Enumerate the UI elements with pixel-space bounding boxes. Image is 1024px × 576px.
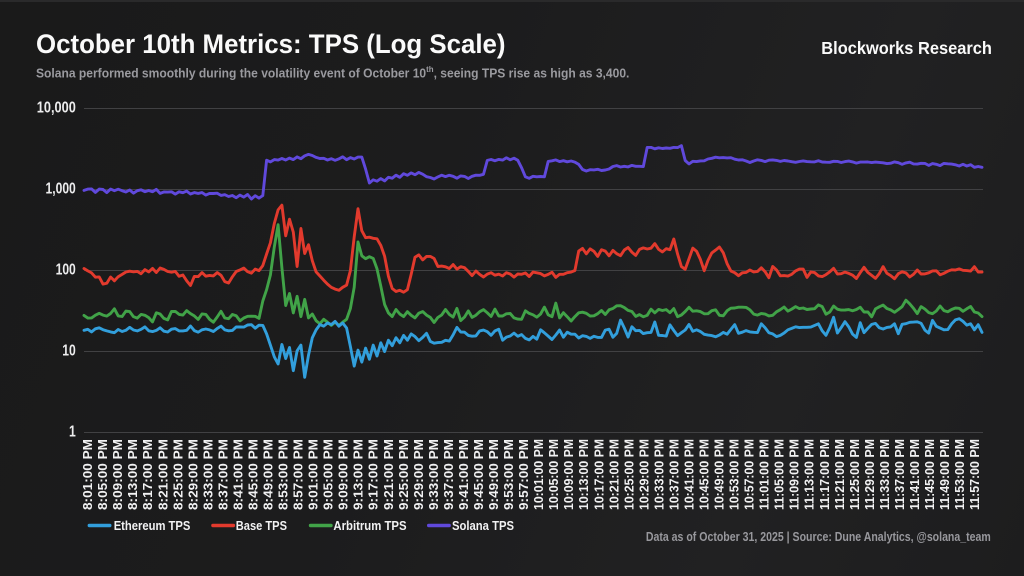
svg-text:8:01:00 PM: 8:01:00 PM [80, 439, 95, 510]
svg-text:10:37:00 PM: 10:37:00 PM [666, 439, 681, 510]
svg-text:9:37:00 PM: 9:37:00 PM [441, 439, 456, 510]
svg-text:9:53:00 PM: 9:53:00 PM [501, 439, 516, 510]
svg-text:8:41:00 PM: 8:41:00 PM [230, 439, 245, 510]
svg-text:10:49:00 PM: 10:49:00 PM [712, 439, 727, 510]
svg-text:9:05:00 PM: 9:05:00 PM [321, 439, 336, 510]
svg-text:9:21:00 PM: 9:21:00 PM [381, 439, 396, 510]
svg-text:9:41:00 PM: 9:41:00 PM [456, 439, 471, 510]
svg-text:8:53:00 PM: 8:53:00 PM [276, 439, 291, 510]
svg-text:11:25:00 PM: 11:25:00 PM [847, 439, 862, 510]
svg-text:8:37:00 PM: 8:37:00 PM [215, 439, 230, 510]
svg-text:10:13:00 PM: 10:13:00 PM [576, 439, 591, 510]
svg-text:8:17:00 PM: 8:17:00 PM [140, 439, 155, 510]
svg-text:11:57:00 PM: 11:57:00 PM [967, 439, 982, 510]
svg-text:11:33:00 PM: 11:33:00 PM [877, 439, 892, 510]
svg-text:11:49:00 PM: 11:49:00 PM [937, 439, 952, 510]
svg-text:Solana TPS: Solana TPS [452, 518, 514, 533]
svg-text:10:53:00 PM: 10:53:00 PM [727, 439, 742, 510]
svg-text:10:41:00 PM: 10:41:00 PM [682, 439, 697, 510]
svg-text:11:41:00 PM: 11:41:00 PM [907, 439, 922, 510]
svg-text:10:17:00 PM: 10:17:00 PM [591, 439, 606, 510]
svg-text:10:33:00 PM: 10:33:00 PM [651, 439, 666, 510]
svg-text:11:17:00 PM: 11:17:00 PM [817, 439, 832, 510]
svg-text:8:25:00 PM: 8:25:00 PM [170, 439, 185, 510]
svg-text:11:21:00 PM: 11:21:00 PM [832, 439, 847, 510]
svg-text:Base TPS: Base TPS [236, 518, 287, 533]
svg-text:10:25:00 PM: 10:25:00 PM [621, 439, 636, 510]
svg-text:11:45:00 PM: 11:45:00 PM [922, 439, 937, 510]
svg-text:11:37:00 PM: 11:37:00 PM [892, 439, 907, 510]
svg-text:11:13:00 PM: 11:13:00 PM [802, 439, 817, 510]
svg-text:11:53:00 PM: 11:53:00 PM [952, 439, 967, 510]
svg-text:8:09:00 PM: 8:09:00 PM [110, 439, 125, 510]
svg-text:8:33:00 PM: 8:33:00 PM [200, 439, 215, 510]
svg-text:9:25:00 PM: 9:25:00 PM [396, 439, 411, 510]
svg-text:10:09:00 PM: 10:09:00 PM [561, 439, 576, 510]
svg-text:9:33:00 PM: 9:33:00 PM [426, 439, 441, 510]
svg-text:8:57:00 PM: 8:57:00 PM [291, 439, 306, 510]
svg-text:10:05:00 PM: 10:05:00 PM [546, 439, 561, 510]
svg-text:9:01:00 PM: 9:01:00 PM [306, 439, 321, 510]
svg-text:9:49:00 PM: 9:49:00 PM [486, 439, 501, 510]
svg-text:10,000: 10,000 [37, 100, 76, 117]
svg-text:Arbitrum TPS: Arbitrum TPS [333, 518, 406, 533]
svg-text:9:17:00 PM: 9:17:00 PM [366, 439, 381, 510]
svg-text:10:21:00 PM: 10:21:00 PM [606, 439, 621, 510]
svg-text:10: 10 [62, 343, 76, 360]
svg-text:1,000: 1,000 [46, 181, 76, 198]
svg-text:9:13:00 PM: 9:13:00 PM [351, 439, 366, 510]
svg-text:8:45:00 PM: 8:45:00 PM [246, 439, 261, 510]
svg-text:9:57:00 PM: 9:57:00 PM [516, 439, 531, 510]
svg-text:10:29:00 PM: 10:29:00 PM [636, 439, 651, 510]
svg-text:11:01:00 PM: 11:01:00 PM [757, 439, 772, 510]
svg-text:10:57:00 PM: 10:57:00 PM [742, 439, 757, 510]
svg-text:8:13:00 PM: 8:13:00 PM [125, 439, 140, 510]
svg-text:8:05:00 PM: 8:05:00 PM [95, 439, 110, 510]
svg-text:Ethereum TPS: Ethereum TPS [114, 518, 191, 533]
svg-text:11:09:00 PM: 11:09:00 PM [787, 439, 802, 510]
svg-text:8:21:00 PM: 8:21:00 PM [155, 439, 170, 510]
svg-text:9:45:00 PM: 9:45:00 PM [471, 439, 486, 510]
svg-text:9:29:00 PM: 9:29:00 PM [411, 439, 426, 510]
svg-text:1: 1 [69, 424, 76, 441]
svg-text:8:29:00 PM: 8:29:00 PM [185, 439, 200, 510]
svg-text:100: 100 [56, 262, 76, 279]
svg-text:11:29:00 PM: 11:29:00 PM [862, 439, 877, 510]
svg-text:8:49:00 PM: 8:49:00 PM [261, 439, 276, 510]
svg-text:9:09:00 PM: 9:09:00 PM [336, 439, 351, 510]
svg-text:11:05:00 PM: 11:05:00 PM [772, 439, 787, 510]
svg-text:10:45:00 PM: 10:45:00 PM [697, 439, 712, 510]
svg-text:10:01:00 PM: 10:01:00 PM [531, 439, 546, 510]
